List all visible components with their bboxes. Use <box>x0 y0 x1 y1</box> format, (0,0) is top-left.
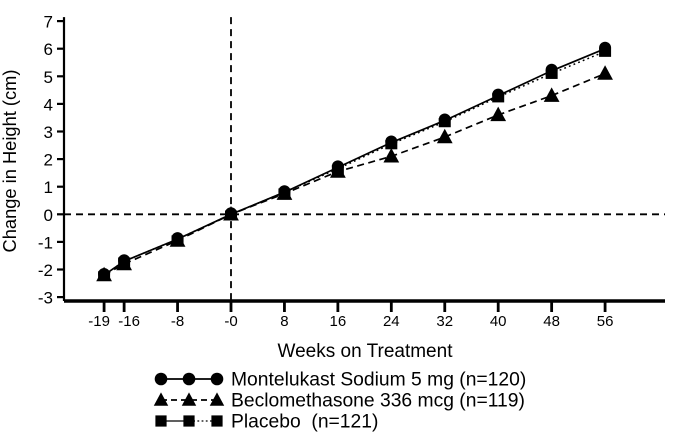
svg-text:7: 7 <box>44 13 53 32</box>
svg-text:Weeks on Treatment: Weeks on Treatment <box>278 341 454 362</box>
svg-text:-3: -3 <box>38 289 53 308</box>
svg-text:48: 48 <box>543 313 560 330</box>
svg-text:56: 56 <box>597 313 614 330</box>
svg-text:32: 32 <box>436 313 453 330</box>
svg-text:-1: -1 <box>38 233 53 252</box>
svg-text:-0: -0 <box>224 313 237 330</box>
svg-text:6: 6 <box>44 40 53 59</box>
svg-text:-2: -2 <box>38 261 53 280</box>
svg-text:-8: -8 <box>171 313 184 330</box>
svg-text:5: 5 <box>44 68 53 87</box>
svg-text:Beclomethasone 336 mcg (n=119): Beclomethasone 336 mcg (n=119) <box>231 391 525 412</box>
svg-text:0: 0 <box>44 206 53 225</box>
svg-text:3: 3 <box>44 123 53 142</box>
svg-text:Placebo (n=121): Placebo (n=121) <box>231 412 378 433</box>
svg-text:-16: -16 <box>118 313 140 330</box>
svg-text:2: 2 <box>44 151 53 170</box>
svg-text:8: 8 <box>280 313 288 330</box>
svg-text:1: 1 <box>44 178 53 197</box>
svg-text:16: 16 <box>330 313 347 330</box>
svg-text:Change in Height (cm): Change in Height (cm) <box>0 70 20 253</box>
svg-text:Montelukast Sodium 5 mg (n=120: Montelukast Sodium 5 mg (n=120) <box>231 370 526 391</box>
svg-text:24: 24 <box>383 313 400 330</box>
svg-text:40: 40 <box>490 313 507 330</box>
svg-text:-19: -19 <box>88 313 110 330</box>
svg-text:4: 4 <box>44 95 53 114</box>
